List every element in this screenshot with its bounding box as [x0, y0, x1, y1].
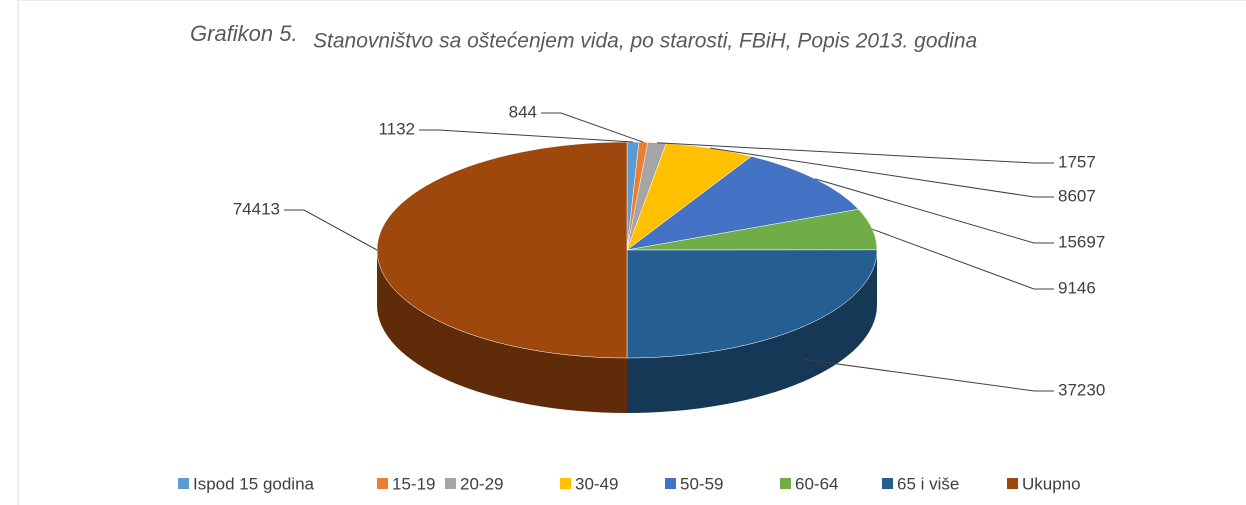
- frame: [17, 0, 1246, 505]
- legend-swatch: [780, 478, 791, 489]
- slice: [626, 249, 878, 359]
- legend-swatch: [445, 478, 456, 489]
- leader-line: [710, 147, 1054, 198]
- data-label: 8607: [1058, 186, 1096, 205]
- legend-label: Ukupno: [1022, 474, 1081, 493]
- slice-side: [627, 250, 877, 413]
- legend-swatch: [377, 478, 388, 489]
- leader-line: [872, 228, 1054, 290]
- data-label: 37230: [1058, 380, 1105, 399]
- leader-line: [803, 358, 1054, 392]
- legend-swatch: [1007, 478, 1018, 489]
- data-label: 74413: [233, 199, 280, 218]
- data-label: 844: [509, 102, 537, 121]
- leader-line: [815, 178, 1054, 244]
- legend-label: 30-49: [575, 474, 618, 493]
- legend-swatch: [882, 478, 893, 489]
- legend-label: 60-64: [795, 474, 838, 493]
- legend-label: 20-29: [460, 474, 503, 493]
- data-label: 1132: [378, 119, 415, 138]
- slice-side: [377, 250, 627, 413]
- legend-swatch: [178, 478, 189, 489]
- leader-line: [284, 209, 378, 251]
- legend-label: Ispod 15 godina: [193, 474, 315, 493]
- legend-label: 15-19: [392, 474, 435, 493]
- figure-label: Grafikon 5.: [190, 21, 298, 46]
- legend-label: 50-59: [680, 474, 723, 493]
- legend-swatch: [665, 478, 676, 489]
- slice: [626, 156, 860, 251]
- leader-line: [657, 142, 1054, 164]
- data-label: 1757: [1058, 152, 1096, 171]
- chart-title: Stanovništvo sa oštećenjem vida, po star…: [313, 30, 977, 53]
- legend-label: 65 i više: [897, 474, 959, 493]
- data-label: 9146: [1058, 278, 1096, 297]
- leader-line: [419, 129, 634, 143]
- leader-line: [541, 112, 644, 143]
- data-label: 15697: [1058, 232, 1105, 251]
- legend-swatch: [560, 478, 571, 489]
